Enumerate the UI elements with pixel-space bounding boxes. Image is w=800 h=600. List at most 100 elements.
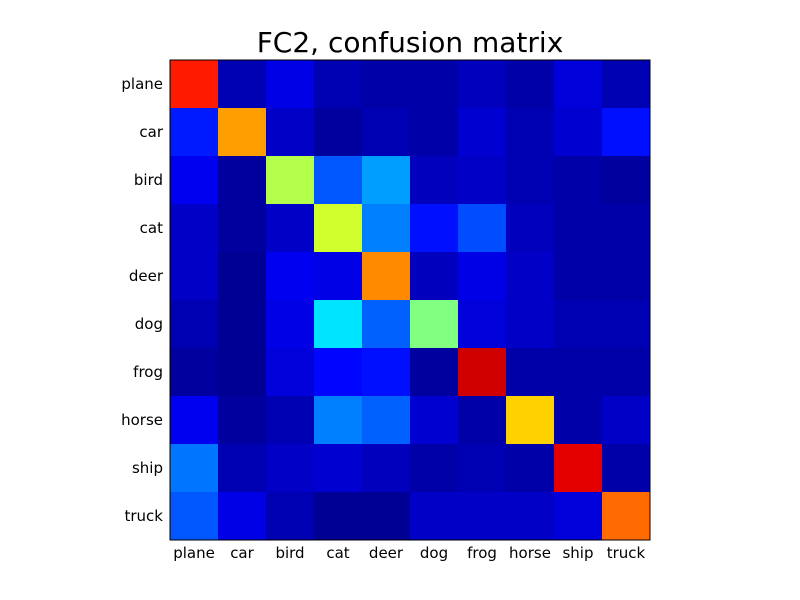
heatmap-cell-horse-cat: [314, 396, 363, 445]
heatmap-cell-dog-plane: [170, 300, 219, 349]
heatmap-cell-car-ship: [554, 108, 603, 157]
heatmap-cell-plane-deer: [362, 60, 411, 109]
heatmap-cell-dog-truck: [602, 300, 651, 349]
heatmap-cell-frog-car: [218, 348, 267, 397]
heatmap-cell-horse-bird: [266, 396, 315, 445]
heatmap-cell-bird-car: [218, 156, 267, 205]
x-tick-label-cat: cat: [326, 544, 349, 562]
heatmap-cell-ship-cat: [314, 444, 363, 493]
x-tick-label-car: car: [230, 544, 254, 562]
heatmap-cell-truck-frog: [458, 492, 507, 541]
heatmap-cell-ship-deer: [362, 444, 411, 493]
heatmap-cell-truck-plane: [170, 492, 219, 541]
heatmap-cell-deer-cat: [314, 252, 363, 301]
heatmap-cell-horse-dog: [410, 396, 459, 445]
plot-frame: [169, 59, 651, 541]
heatmap-cell-bird-horse: [506, 156, 555, 205]
heatmap-cell-plane-ship: [554, 60, 603, 109]
heatmap-cell-dog-cat: [314, 300, 363, 349]
y-tick-label-bird: bird: [134, 171, 163, 189]
heatmap-cell-bird-frog: [458, 156, 507, 205]
heatmap-cell-dog-horse: [506, 300, 555, 349]
y-tick-label-horse: horse: [121, 411, 163, 429]
heatmap-cell-frog-dog: [410, 348, 459, 397]
y-tick-label-dog: dog: [135, 315, 163, 333]
heatmap-cell-cat-plane: [170, 204, 219, 253]
y-tick-label-cat: cat: [140, 219, 163, 237]
x-tick-label-truck: truck: [607, 544, 646, 562]
x-tick-label-horse: horse: [509, 544, 551, 562]
x-tick-label-dog: dog: [420, 544, 448, 562]
heatmap-cell-car-car: [218, 108, 267, 157]
heatmap-cell-car-bird: [266, 108, 315, 157]
heatmap-cell-truck-dog: [410, 492, 459, 541]
heatmap-cell-car-plane: [170, 108, 219, 157]
heatmap-cell-horse-car: [218, 396, 267, 445]
heatmap-cell-car-deer: [362, 108, 411, 157]
heatmap-cell-cat-bird: [266, 204, 315, 253]
heatmap-cells: [170, 60, 651, 541]
heatmap-cell-horse-deer: [362, 396, 411, 445]
heatmap-cell-deer-dog: [410, 252, 459, 301]
heatmap-cell-bird-ship: [554, 156, 603, 205]
heatmap-cell-ship-dog: [410, 444, 459, 493]
heatmap-cell-dog-ship: [554, 300, 603, 349]
heatmap-cell-car-cat: [314, 108, 363, 157]
heatmap-cell-frog-truck: [602, 348, 651, 397]
heatmap-cell-truck-truck: [602, 492, 651, 541]
heatmap-cell-truck-horse: [506, 492, 555, 541]
y-tick-label-frog: frog: [133, 363, 163, 381]
y-tick-label-truck: truck: [125, 507, 164, 525]
heatmap-cell-frog-plane: [170, 348, 219, 397]
heatmap-cell-dog-deer: [362, 300, 411, 349]
heatmap-cell-plane-car: [218, 60, 267, 109]
heatmap-cell-horse-horse: [506, 396, 555, 445]
chart-title: FC2, confusion matrix: [257, 26, 564, 59]
y-axis: plane car bird cat deer dog frog horse ship truck: [121, 75, 164, 525]
heatmap-cell-plane-plane: [170, 60, 219, 109]
heatmap-cell-dog-car: [218, 300, 267, 349]
heatmap-cell-cat-cat: [314, 204, 363, 253]
heatmap-cell-plane-bird: [266, 60, 315, 109]
heatmap-cell-deer-truck: [602, 252, 651, 301]
heatmap-cell-deer-bird: [266, 252, 315, 301]
heatmap-cell-ship-car: [218, 444, 267, 493]
heatmap-cell-plane-horse: [506, 60, 555, 109]
heatmap-cell-frog-ship: [554, 348, 603, 397]
heatmap-cell-deer-car: [218, 252, 267, 301]
heatmap-cell-bird-cat: [314, 156, 363, 205]
heatmap-cell-ship-frog: [458, 444, 507, 493]
heatmap-cell-frog-frog: [458, 348, 507, 397]
heatmap-cell-frog-bird: [266, 348, 315, 397]
heatmap-cell-ship-truck: [602, 444, 651, 493]
heatmap-cell-ship-bird: [266, 444, 315, 493]
heatmap-cell-bird-plane: [170, 156, 219, 205]
heatmap-cell-cat-frog: [458, 204, 507, 253]
heatmap-cell-bird-bird: [266, 156, 315, 205]
heatmap-cell-cat-truck: [602, 204, 651, 253]
heatmap-cell-deer-frog: [458, 252, 507, 301]
y-tick-label-ship: ship: [132, 459, 163, 477]
heatmap-cell-bird-truck: [602, 156, 651, 205]
heatmap-cell-ship-horse: [506, 444, 555, 493]
heatmap-cell-ship-plane: [170, 444, 219, 493]
y-tick-label-car: car: [139, 123, 163, 141]
heatmap-cell-car-dog: [410, 108, 459, 157]
heatmap-cell-car-truck: [602, 108, 651, 157]
heatmap-cell-cat-horse: [506, 204, 555, 253]
heatmap-cell-horse-frog: [458, 396, 507, 445]
heatmap-cell-dog-bird: [266, 300, 315, 349]
heatmap-cell-cat-dog: [410, 204, 459, 253]
heatmap-cell-plane-dog: [410, 60, 459, 109]
heatmap-cell-frog-deer: [362, 348, 411, 397]
x-tick-label-frog: frog: [467, 544, 497, 562]
heatmap-cell-bird-dog: [410, 156, 459, 205]
heatmap-cell-horse-plane: [170, 396, 219, 445]
heatmap-cell-plane-cat: [314, 60, 363, 109]
x-axis: plane car bird cat deer dog frog horse ship truck: [173, 544, 645, 562]
x-tick-label-bird: bird: [275, 544, 304, 562]
heatmap-cell-plane-truck: [602, 60, 651, 109]
heatmap-cell-truck-cat: [314, 492, 363, 541]
heatmap-cell-frog-horse: [506, 348, 555, 397]
